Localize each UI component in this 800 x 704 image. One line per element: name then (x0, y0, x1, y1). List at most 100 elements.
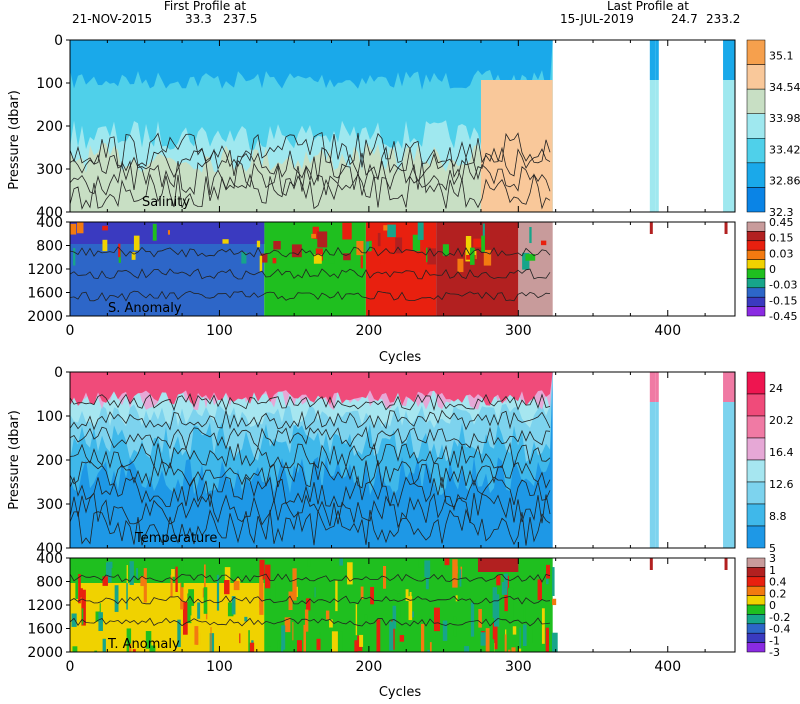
colorbar-swatch (746, 287, 766, 298)
colorbar-swatch (746, 249, 766, 260)
colorbar-tick-label: -0.03 (769, 279, 797, 292)
anomaly-band (507, 587, 514, 622)
y-tick-label: 2000 (27, 645, 63, 661)
colorbar-tick-label: 32.86 (769, 175, 800, 188)
anomaly-band (342, 222, 352, 240)
salinity-anomaly-panel: 400 800 1200 1600 2000 S. Anomaly 0.45 0.15 0.03… (27, 215, 797, 325)
anomaly-band (242, 600, 249, 617)
anomaly-band (473, 238, 483, 248)
anomaly-band (255, 636, 262, 652)
salinity-band (723, 80, 735, 212)
anomaly-band (417, 222, 424, 240)
anomaly-band (96, 636, 102, 652)
colorbar-swatch (746, 39, 766, 65)
colorbar-tick-label: 20.2 (769, 414, 794, 427)
salinity-band (655, 80, 659, 212)
anomaly-band (496, 575, 501, 586)
colorbar-tick-label: 0.45 (769, 216, 794, 229)
anomaly-band (129, 643, 132, 652)
y-tick-label: 1600 (27, 622, 63, 638)
y-tick-label: 400 (36, 551, 63, 567)
anomaly-band (382, 566, 387, 589)
anomaly-band (131, 252, 136, 260)
anomaly-band (238, 643, 243, 652)
y-tick-label: 800 (36, 575, 63, 591)
anomaly-band (81, 608, 84, 625)
colorbar-swatch (746, 623, 766, 634)
anomaly-band (240, 644, 247, 652)
anomaly-band (328, 257, 335, 264)
anomaly-band (194, 626, 199, 645)
anomaly-band (72, 646, 78, 652)
anomaly-band (436, 222, 519, 316)
x-tick-label: 200 (356, 659, 383, 675)
anomaly-band (408, 596, 413, 621)
colorbar-tick-label: 5 (769, 542, 776, 555)
anomaly-band (552, 567, 555, 596)
y-tick-label: 1200 (27, 262, 63, 278)
colorbar-swatch (746, 614, 766, 625)
anomaly-band (314, 587, 316, 598)
colorbar-swatch (746, 642, 766, 653)
y-tick-label: 100 (36, 409, 63, 425)
anomaly-band (167, 230, 171, 235)
anomaly-band (175, 566, 178, 592)
anomaly-band (511, 647, 516, 652)
salinity-band (70, 40, 553, 90)
contour-line (70, 146, 551, 183)
anomaly-band (281, 646, 284, 652)
colorbar-tick-label: 1 (769, 564, 776, 577)
anomaly-band (136, 568, 139, 580)
anomaly-band (305, 598, 311, 611)
anomaly-band (273, 241, 281, 250)
anomaly-band (343, 253, 351, 261)
anomaly-band (355, 604, 358, 636)
colorbar-tick-label: 32.3 (769, 206, 794, 219)
anomaly-band (380, 257, 385, 264)
anomaly-band (387, 224, 396, 238)
colorbar-swatch (746, 595, 766, 606)
anomaly-band (313, 591, 316, 609)
anomaly-band (518, 648, 522, 652)
y-tick-label: 0 (54, 33, 63, 49)
anomaly-band (404, 600, 411, 628)
anomaly-band (198, 626, 201, 650)
anomaly-band (190, 615, 193, 622)
anomaly-band (490, 639, 495, 652)
anomaly-band (411, 611, 414, 618)
panel-label: S. Anomaly (108, 301, 182, 316)
anomaly-band (649, 222, 653, 234)
contour-line (70, 458, 551, 489)
colorbar-swatch (746, 632, 766, 643)
contour-line (70, 393, 551, 412)
y-tick-label: 300 (36, 162, 63, 178)
y-tick-label: 400 (36, 205, 63, 221)
last-profile-date: 15-JUL-2019 (560, 12, 634, 26)
anomaly-band (528, 625, 533, 644)
anomaly-band (541, 608, 545, 644)
anomaly-band (525, 254, 536, 261)
anomaly-band (312, 226, 319, 239)
anomaly-band (126, 628, 132, 652)
x-tick-label: 100 (206, 323, 233, 339)
anomaly-band (216, 574, 220, 611)
x-axis-title-bottom: Cycles (379, 685, 422, 700)
anomaly-band (378, 650, 382, 652)
anomaly-band (504, 634, 507, 652)
anomaly-band (452, 559, 458, 588)
anomaly-band (359, 623, 363, 637)
anomaly-band (485, 628, 490, 652)
colorbar-tick-label: 16.4 (769, 446, 794, 459)
anomaly-band (519, 627, 521, 652)
anomaly-band (481, 235, 485, 252)
x-tick-label: 300 (505, 323, 532, 339)
anomaly-band (126, 583, 128, 610)
colorbar-swatch (746, 481, 766, 505)
anomaly-band (292, 622, 294, 641)
colorbar-swatch (746, 64, 766, 90)
anomaly-band (94, 593, 100, 612)
colorbar-tick-label: 3 (769, 552, 776, 565)
anomaly-band (256, 240, 261, 248)
anomaly-band (152, 223, 157, 241)
anomaly-band (114, 585, 119, 612)
